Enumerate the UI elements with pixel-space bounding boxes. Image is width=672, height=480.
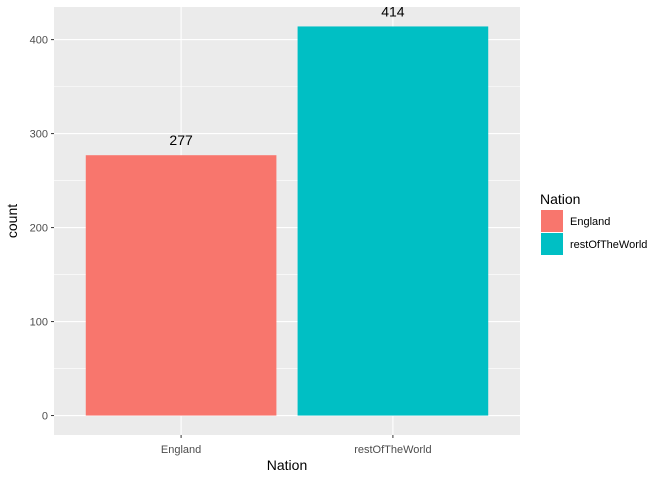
x-tick-label: England	[161, 444, 201, 456]
y-tick-label: 200	[30, 223, 48, 235]
y-tick-label: 300	[30, 129, 48, 141]
legend-title: Nation	[540, 191, 580, 207]
x-tick-label: restOfTheWorld	[354, 444, 431, 456]
y-tick-label: 0	[42, 411, 48, 423]
legend-key-England	[541, 210, 563, 232]
y-axis-title: count	[4, 204, 20, 238]
x-axis: England restOfTheWorld	[161, 435, 432, 456]
y-axis: 0 100 200 300 400	[30, 35, 54, 423]
data-label-restOfTheWorld: 414	[381, 3, 405, 19]
bar-restOfTheWorld	[297, 26, 489, 416]
y-tick-label: 400	[30, 35, 48, 47]
legend-key-restOfTheWorld	[541, 233, 563, 255]
legend-label-restOfTheWorld: restOfTheWorld	[570, 239, 647, 251]
y-tick-label: 100	[30, 317, 48, 329]
data-label-England: 277	[169, 132, 193, 148]
bars	[85, 26, 489, 416]
legend-label-England: England	[570, 216, 610, 228]
x-axis-title: Nation	[267, 457, 307, 473]
bar-England	[85, 155, 277, 416]
legend: Nation England restOfTheWorld	[540, 191, 647, 255]
data-labels: 277 414	[169, 3, 404, 148]
